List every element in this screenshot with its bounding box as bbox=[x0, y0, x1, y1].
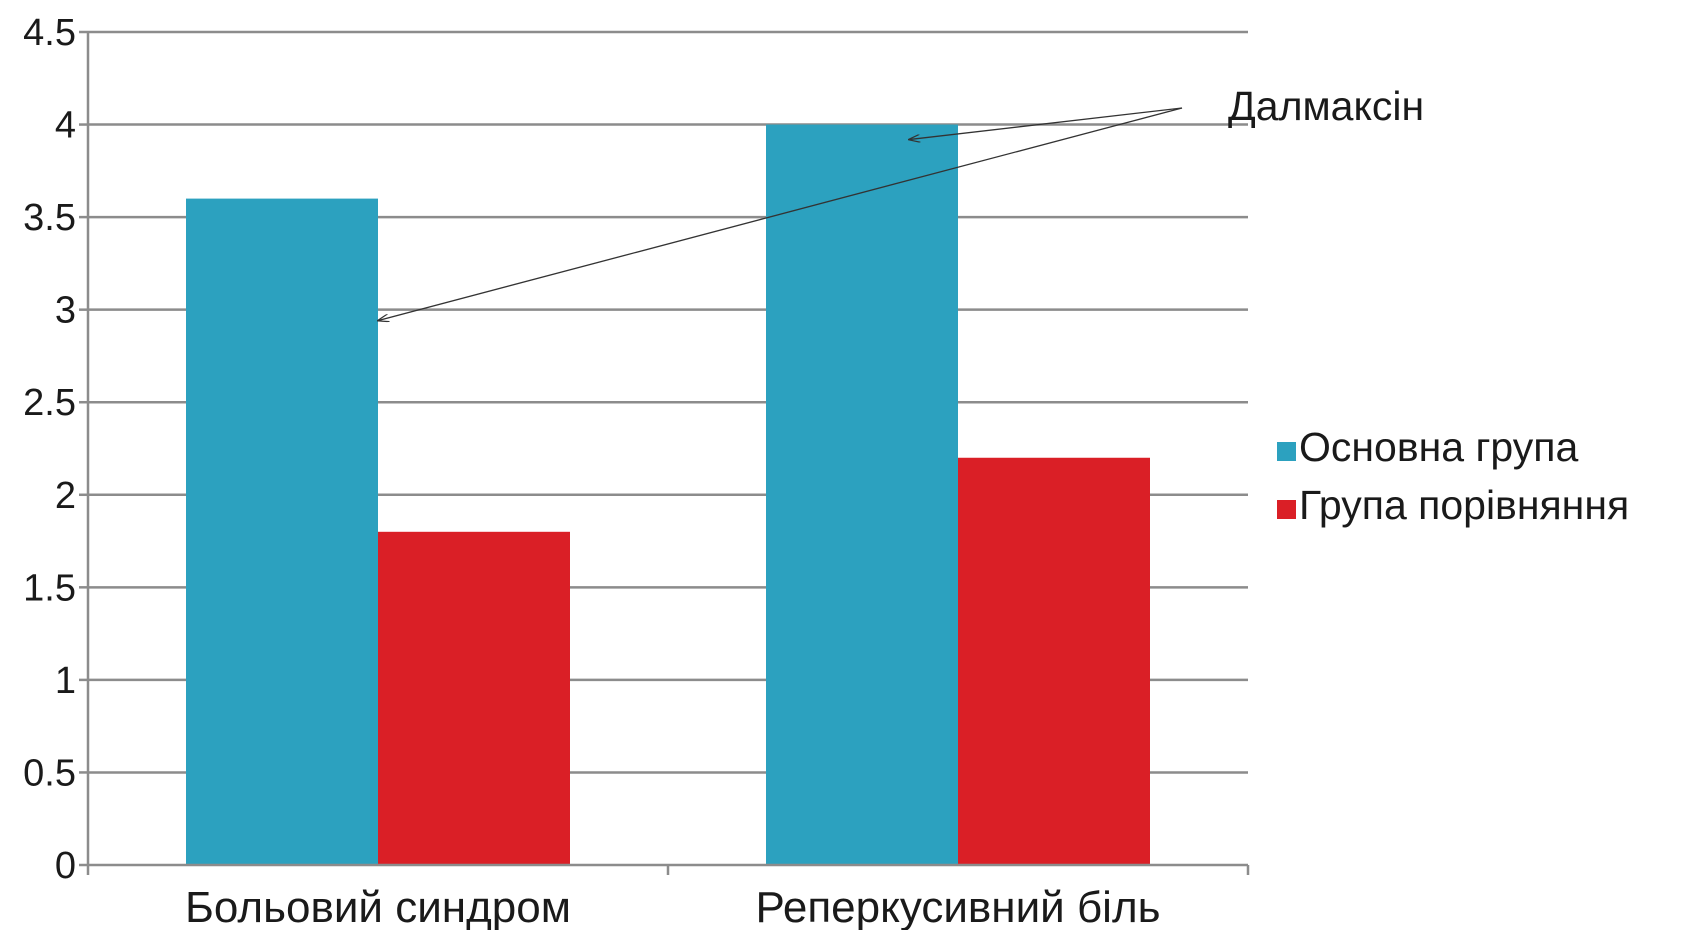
legend-label: Основна група bbox=[1299, 424, 1578, 470]
y-tick-label: 0.5 bbox=[23, 752, 76, 794]
legend: Основна група Група порівняння bbox=[1277, 424, 1629, 528]
annotation: Далмаксін bbox=[378, 83, 1424, 321]
y-tick-label: 1.5 bbox=[23, 567, 76, 609]
legend-swatch bbox=[1277, 442, 1296, 461]
annotation-label: Далмаксін bbox=[1228, 83, 1424, 129]
annotation-arrow-1 bbox=[378, 107, 1183, 321]
y-tick-label: 4 bbox=[55, 105, 76, 147]
x-category-label: Больовий синдром bbox=[185, 883, 571, 930]
axes bbox=[79, 30, 1250, 875]
y-tick-label: 0 bbox=[55, 845, 76, 887]
x-category-label: Реперкусивний біль bbox=[755, 883, 1160, 930]
bar-main-group bbox=[186, 198, 378, 866]
y-tick-labels: 0 0.5 1 1.5 2 2.5 3 3.5 4 4.5 bbox=[23, 12, 76, 887]
bars bbox=[186, 124, 1150, 866]
legend-label: Група порівняння bbox=[1299, 482, 1629, 528]
legend-swatch bbox=[1277, 500, 1296, 519]
y-tick-label: 2.5 bbox=[23, 382, 76, 424]
bar-comparison-group bbox=[958, 457, 1150, 865]
bar-comparison-group bbox=[378, 531, 570, 865]
y-tick-label: 2 bbox=[55, 475, 76, 517]
bar-main-group bbox=[766, 124, 958, 866]
annotation-arrow-2 bbox=[909, 107, 1183, 140]
category-labels: Больовий синдром Реперкусивний біль bbox=[185, 883, 1161, 930]
y-tick-label: 3.5 bbox=[23, 197, 76, 239]
y-tick-label: 4.5 bbox=[23, 12, 76, 54]
y-tick-label: 1 bbox=[55, 660, 76, 702]
y-tick-label: 3 bbox=[55, 290, 76, 332]
